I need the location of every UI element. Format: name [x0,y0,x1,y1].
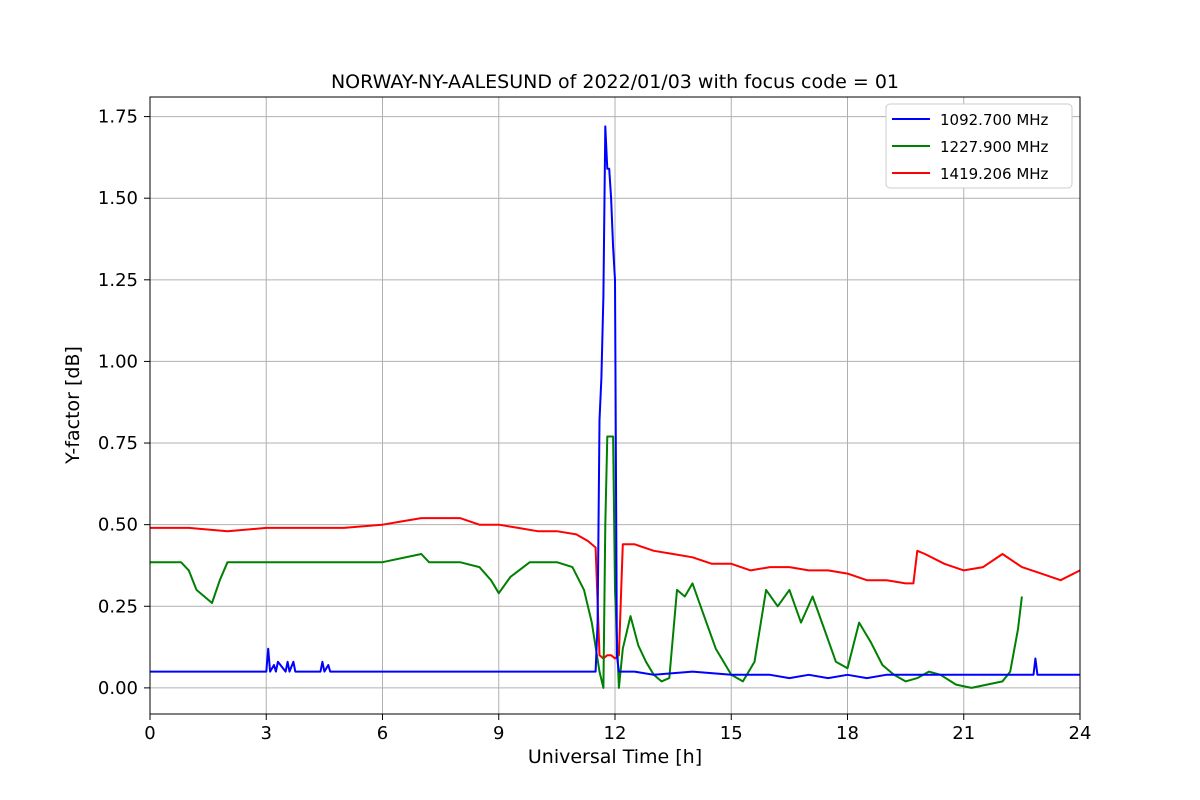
x-tick-label: 0 [144,723,155,744]
x-tick-label: 15 [720,723,743,744]
legend: 1092.700 MHz 1227.900 MHz 1419.206 MHz [885,103,1073,189]
x-tick-label: 6 [377,723,388,744]
y-tick-label: 1.25 [98,270,138,291]
y-tick-label: 0.50 [98,515,138,536]
x-axis-label: Universal Time [h] [528,746,702,768]
series-line-1092-700-mhz [150,125,1080,680]
x-axis: 0 3 6 9 12 15 18 21 24 [144,714,1091,744]
x-tick-label: 9 [493,723,504,744]
y-tick-label: 1.75 [98,107,138,128]
y-tick-label: 0.25 [98,596,138,617]
legend-label: 1227.900 MHz [940,138,1049,156]
y-tick-label: 1.00 [98,351,138,372]
plot-lines [150,125,1081,689]
y-tick-label: 0.75 [98,433,138,454]
legend-label: 1092.700 MHz [940,111,1049,129]
y-tick-label: 1.50 [98,188,138,209]
legend-box [885,103,1073,189]
x-tick-label: 3 [261,723,272,744]
x-tick-label: 18 [836,723,859,744]
legend-label: 1419.206 MHz [940,165,1049,183]
chart-title: NORWAY-NY-AALESUND of 2022/01/03 with fo… [331,71,899,93]
y-tick-label: 0.00 [98,678,138,699]
y-axis-label: Y-factor [dB] [62,346,84,465]
x-tick-label: 21 [952,723,975,744]
x-tick-label: 24 [1069,723,1092,744]
series-line-1419-206-mhz [150,517,1081,660]
series-line-1227-900-mhz [150,435,1023,689]
y-axis: 0.00 0.25 0.50 0.75 1.00 1.25 1.50 1.75 [98,107,150,699]
x-tick-label: 12 [604,723,627,744]
